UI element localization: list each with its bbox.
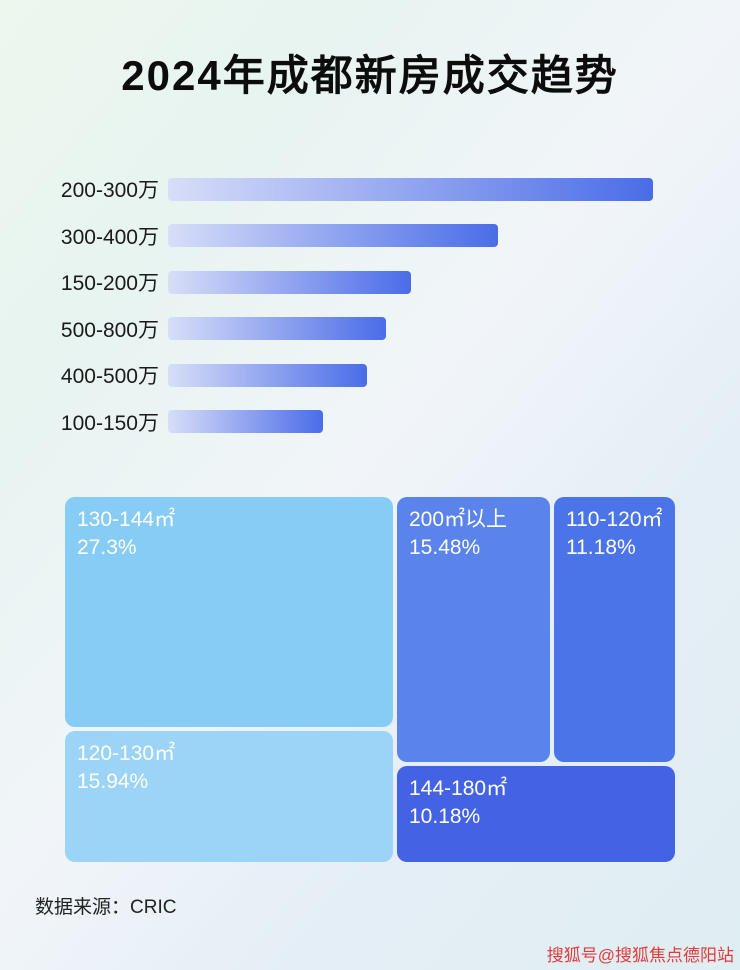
bar-row: 100-150万 bbox=[35, 399, 705, 446]
bar-category-label: 100-150万 bbox=[60, 411, 159, 435]
tile-percent: 15.94% bbox=[77, 770, 149, 794]
treemap-tile: 120-130㎡ 15.94% bbox=[65, 731, 393, 862]
tile-label: 200㎡以上 bbox=[409, 508, 508, 531]
bar bbox=[168, 363, 367, 387]
tile-percent: 11.18% bbox=[566, 536, 636, 560]
bar-category-label: 500-800万 bbox=[60, 318, 159, 342]
bar bbox=[168, 410, 324, 434]
tile-percent: 10.18% bbox=[409, 805, 481, 829]
data-source-label: 数据来源：CRIC bbox=[35, 897, 177, 918]
bar bbox=[168, 177, 653, 201]
treemap-tile: 200㎡以上 15.48% bbox=[397, 497, 550, 762]
bar-category-label: 300-400万 bbox=[60, 225, 159, 249]
treemap-tile: 110-120㎡ 11.18% bbox=[554, 497, 675, 762]
bar-row: 150-200万 bbox=[35, 259, 705, 306]
bar-category-label: 200-300万 bbox=[60, 179, 159, 203]
treemap-tile: 130-144㎡ 27.3% bbox=[65, 497, 393, 727]
tile-percent: 15.48% bbox=[409, 536, 481, 560]
bar-row: 300-400万 bbox=[35, 213, 705, 260]
bar-track bbox=[168, 410, 705, 434]
tile-label: 144-180㎡ bbox=[409, 777, 508, 800]
tile-label: 110-120㎡ bbox=[566, 508, 663, 531]
bar-row: 400-500万 bbox=[35, 352, 705, 399]
bar-row: 200-300万 bbox=[35, 166, 705, 213]
watermark-text: 搜狐号@搜狐焦点德阳站 bbox=[546, 946, 734, 965]
bar bbox=[168, 224, 498, 248]
treemap-tile: 144-180㎡ 10.18% bbox=[397, 766, 675, 862]
bar-category-label: 400-500万 bbox=[60, 365, 159, 389]
bar-row: 500-800万 bbox=[35, 306, 705, 353]
tile-percent: 27.3% bbox=[77, 536, 137, 560]
bar-category-label: 150-200万 bbox=[60, 272, 159, 296]
bar-chart: 200-300万 300-400万 150-200万 500-800万 400-500万… bbox=[35, 166, 705, 445]
treemap: 130-144㎡ 27.3% 200㎡以上 15.48% 110-120㎡ 11.18% 1… bbox=[65, 497, 675, 862]
bar bbox=[168, 317, 387, 341]
bar bbox=[168, 270, 411, 294]
bar-track bbox=[168, 224, 705, 248]
bar-track bbox=[168, 317, 705, 341]
page-title: 2024年成都新房成交趋势 bbox=[121, 52, 619, 99]
bar-track bbox=[168, 363, 705, 387]
bar-track bbox=[168, 270, 705, 294]
tile-label: 120-130㎡ bbox=[77, 742, 176, 765]
bar-track bbox=[168, 177, 705, 201]
tile-label: 130-144㎡ bbox=[77, 508, 176, 531]
